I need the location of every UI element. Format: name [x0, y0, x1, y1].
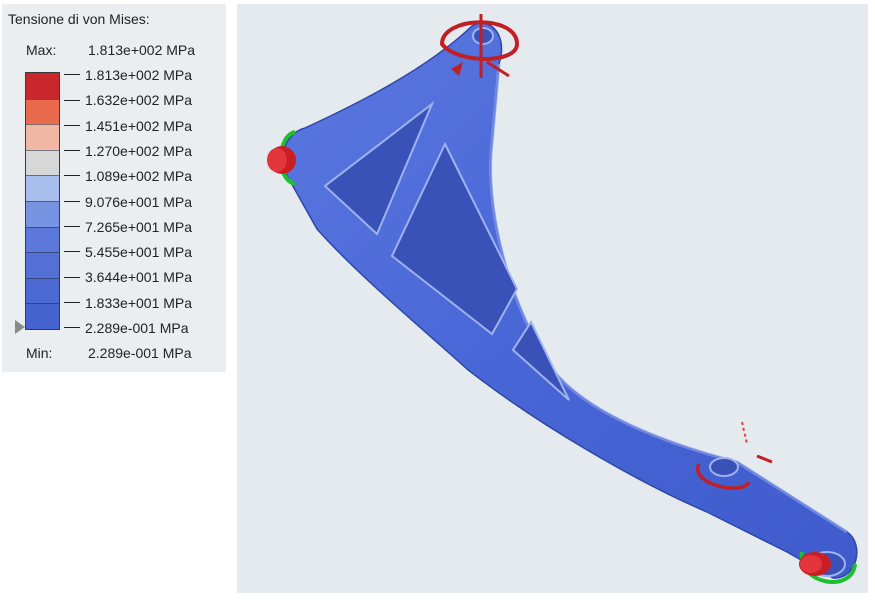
tick-mark	[64, 276, 80, 278]
tick-label: 5.455e+001 MPa	[85, 243, 193, 260]
tick-mark	[64, 150, 80, 152]
cutout-lower	[511, 319, 570, 401]
tick-label: 1.632e+002 MPa	[85, 92, 193, 109]
color-scale-bar	[25, 72, 60, 330]
tick-label: 1.270e+002 MPa	[85, 142, 193, 159]
min-label: Min:	[26, 345, 53, 361]
tick-label: 7.265e+001 MPa	[85, 218, 193, 235]
legend-tick: 3.644e+001 MPa	[64, 268, 193, 286]
max-value: 1.813e+002 MPa	[88, 42, 196, 58]
legend-tick: 1.813e+002 MPa	[64, 66, 193, 83]
max-label: Max:	[26, 42, 57, 58]
color-band	[26, 124, 59, 150]
legend-title: Tensione di von Mises:	[8, 11, 150, 27]
color-band	[26, 252, 59, 278]
legend-tick: 1.451e+002 MPa	[64, 117, 192, 133]
tick-mark	[64, 226, 80, 228]
color-band	[26, 149, 59, 176]
left-pin-constraint[interactable]	[267, 130, 296, 186]
tick-mark	[64, 175, 80, 177]
middle-hole	[709, 457, 739, 477]
color-band	[26, 303, 59, 329]
color-band	[26, 201, 59, 227]
color-band	[26, 98, 59, 125]
legend-tick: 7.265e+001 MPa	[64, 218, 193, 235]
tick-mark	[64, 301, 80, 303]
legend-tick: 1.270e+002 MPa	[64, 142, 193, 159]
tick-mark	[64, 200, 80, 202]
cutout-upper-left	[323, 100, 435, 236]
top-hole	[472, 27, 494, 45]
fea-model-view[interactable]	[237, 4, 868, 593]
color-band	[26, 73, 59, 99]
tick-label: 3.644e+001 MPa	[85, 269, 193, 286]
tick-mark	[64, 327, 80, 329]
legend-tick: 1.089e+002 MPa	[64, 167, 193, 184]
3d-viewport[interactable]	[237, 4, 868, 593]
legend-tick: 2.289e-001 MPa	[64, 319, 189, 336]
load-arrow-icon	[696, 463, 751, 490]
tick-mark	[64, 99, 80, 101]
legend-tick: 9.076e+001 MPa	[64, 193, 192, 209]
min-value: 2.289e-001 MPa	[88, 345, 192, 361]
tick-label: 2.289e-001 MPa	[85, 319, 189, 336]
tick-label: 1.813e+002 MPa	[85, 66, 193, 83]
legend-tick: 1.632e+002 MPa	[64, 91, 193, 109]
color-band	[26, 175, 59, 201]
bottom-pin-constraint[interactable]	[799, 551, 857, 584]
tick-mark	[64, 74, 80, 76]
stress-legend-panel: Tensione di von Mises: Max: 1.813e+002 M…	[2, 4, 226, 372]
middle-load-constraint[interactable]	[696, 421, 773, 490]
tick-mark	[64, 251, 80, 253]
legend-slider-handle[interactable]	[15, 320, 25, 334]
tick-mark	[64, 124, 80, 126]
cutout-center	[390, 141, 519, 336]
color-band	[26, 226, 59, 253]
tick-label: 9.076e+001 MPa	[85, 193, 193, 210]
tick-label: 1.451e+002 MPa	[85, 117, 193, 134]
bracket-part[interactable]	[281, 22, 858, 579]
load-arrow-icon	[439, 20, 520, 61]
tick-label: 1.833e+001 MPa	[85, 294, 193, 311]
legend-tick: 5.455e+001 MPa	[64, 243, 193, 260]
color-band	[26, 277, 59, 304]
legend-tick: 1.833e+001 MPa	[64, 294, 192, 310]
tick-label: 1.089e+002 MPa	[85, 167, 193, 184]
top-load-constraint[interactable]	[439, 14, 520, 78]
